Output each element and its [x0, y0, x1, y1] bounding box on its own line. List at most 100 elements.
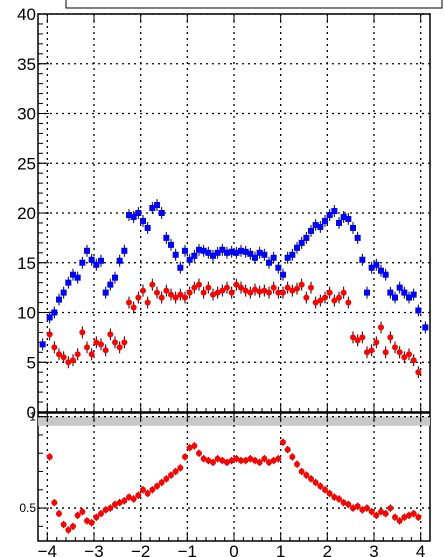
data-point [303, 472, 310, 479]
data-point [112, 339, 118, 346]
data-point [130, 304, 137, 311]
data-point [158, 479, 165, 486]
data-point [406, 351, 412, 358]
data-point [284, 446, 291, 453]
data-point [84, 344, 90, 351]
data-point [102, 347, 109, 354]
data-point [60, 521, 67, 528]
top-grid [38, 13, 430, 413]
bottom-axes: −4 −3 −2 −1 0 1 2 3 4 0.5 1 [19, 410, 425, 557]
data-point [294, 461, 300, 468]
data-point [364, 349, 370, 356]
data-point [378, 324, 384, 331]
data-point [373, 339, 380, 346]
data-point [93, 339, 100, 346]
data-point [378, 508, 384, 515]
data-point [177, 264, 184, 271]
data-point [303, 234, 310, 241]
data-point [345, 215, 352, 222]
data-point [126, 211, 132, 218]
data-point [121, 247, 128, 254]
data-point [368, 508, 375, 515]
data-point [163, 475, 170, 482]
top-series [39, 199, 429, 379]
data-point [98, 341, 104, 348]
bottom-series [46, 438, 422, 534]
data-point [270, 284, 277, 291]
data-point [238, 457, 244, 464]
data-point [168, 291, 174, 298]
data-point [186, 256, 193, 263]
data-point [317, 223, 324, 230]
legend-box [65, 0, 443, 9]
y-tick-label: 40 [17, 5, 36, 24]
y-tick-label: 15 [17, 254, 36, 273]
data-point [102, 506, 109, 513]
data-point [168, 472, 174, 479]
data-point [280, 439, 286, 446]
data-point [298, 468, 305, 475]
data-point [387, 505, 394, 512]
data-point [228, 457, 235, 464]
data-point [294, 244, 300, 251]
data-point [238, 247, 244, 254]
data-point [214, 289, 221, 296]
data-point [107, 331, 114, 338]
data-point [144, 224, 151, 231]
data-point [354, 337, 361, 344]
data-point [70, 357, 76, 364]
data-point [56, 351, 62, 358]
data-point [322, 217, 328, 224]
data-point [135, 210, 142, 216]
data-point [401, 514, 408, 521]
data-point [387, 334, 394, 341]
data-point [228, 248, 235, 255]
data-point [247, 250, 254, 257]
data-point [172, 294, 179, 301]
data-point [345, 501, 352, 508]
data-point [93, 261, 100, 268]
data-point [289, 453, 296, 460]
data-point [79, 259, 86, 266]
data-point [191, 284, 198, 291]
data-point [261, 455, 268, 462]
data-point [364, 289, 370, 296]
data-point [326, 289, 333, 296]
data-point [186, 289, 193, 296]
data-point [182, 453, 188, 460]
data-point [74, 274, 81, 281]
data-point [205, 457, 212, 464]
data-point [247, 455, 254, 462]
data-point [60, 354, 67, 361]
y-tick-label: 10 [17, 304, 36, 323]
data-point [88, 351, 95, 358]
data-point [130, 495, 137, 502]
data-point [317, 483, 324, 490]
data-point [280, 271, 286, 278]
x-tick-label: 2 [323, 542, 332, 557]
data-point [65, 527, 72, 534]
data-point [350, 505, 356, 512]
x-tick-label: −3 [84, 542, 103, 557]
data-point [144, 299, 151, 306]
data-point [331, 494, 338, 501]
data-point [308, 475, 314, 482]
data-point [312, 479, 319, 486]
data-point [368, 347, 375, 354]
data-point [382, 271, 389, 278]
data-point [317, 297, 324, 304]
data-point [410, 510, 417, 517]
data-point [270, 254, 277, 261]
data-point [196, 281, 202, 288]
data-point [121, 497, 128, 504]
data-point [396, 284, 403, 291]
data-point [182, 294, 188, 301]
data-point [242, 287, 249, 294]
data-point [401, 354, 408, 361]
data-point [275, 264, 282, 271]
data-point [364, 505, 370, 512]
data-point [410, 291, 417, 298]
data-point [140, 486, 146, 493]
data-point [256, 288, 263, 295]
